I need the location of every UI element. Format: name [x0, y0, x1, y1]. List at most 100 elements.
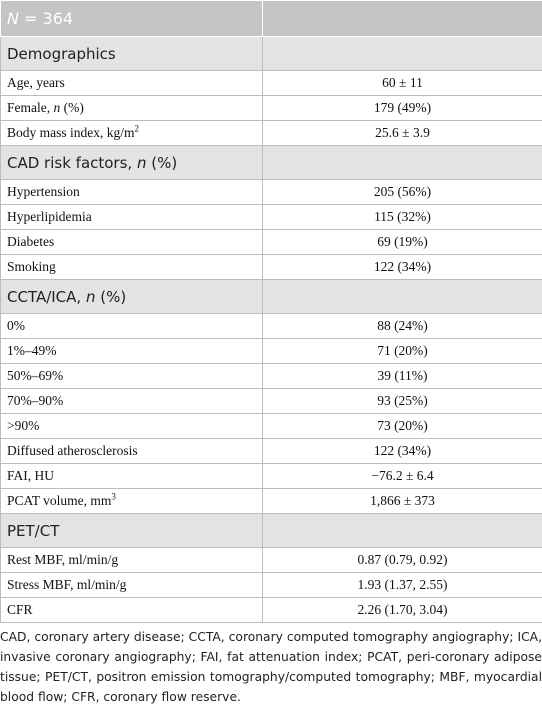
row-value: 205 (56%)	[262, 179, 542, 205]
text-segment: >90%	[7, 418, 40, 433]
text-segment: PCAT volume, mm	[7, 493, 112, 508]
row-value: 115 (32%)	[262, 204, 542, 230]
row-label: Hyperlipidemia	[0, 204, 263, 230]
data-row: 1%–49% 71 (20%)	[0, 338, 542, 364]
text-segment: CFR	[7, 602, 33, 617]
row-label: Stress MBF, ml/min/g	[0, 572, 263, 598]
section-cell	[262, 279, 542, 314]
data-row: Stress MBF, ml/min/g 1.93 (1.37, 2.55)	[0, 572, 542, 598]
data-row: Hyperlipidemia 115 (32%)	[0, 204, 542, 230]
text-segment: Age, years	[7, 75, 65, 90]
row-value: 71 (20%)	[262, 338, 542, 364]
data-row: >90% 73 (20%)	[0, 413, 542, 439]
text-segment: Body mass index, kg/m	[7, 125, 135, 140]
row-value: −76.2 ± 6.4	[262, 463, 542, 489]
data-row: Diabetes 69 (19%)	[0, 229, 542, 255]
text-segment: n	[136, 153, 147, 172]
text-segment: Hyperlipidemia	[7, 209, 92, 224]
text-segment: FAI, HU	[7, 468, 54, 483]
text-segment: Hypertension	[7, 184, 80, 199]
row-label: 1%–49%	[0, 338, 263, 364]
row-value: 60 ± 11	[262, 70, 542, 96]
row-value: 122 (34%)	[262, 254, 542, 280]
row-value: 1.93 (1.37, 2.55)	[262, 572, 542, 598]
row-value: 73 (20%)	[262, 413, 542, 439]
text-segment: (%)	[95, 287, 127, 306]
text-segment: Female,	[7, 100, 54, 115]
data-row: 70%–90% 93 (25%)	[0, 388, 542, 414]
row-label: 70%–90%	[0, 388, 263, 414]
row-label: Diffused atherosclerosis	[0, 438, 263, 464]
row-value: 39 (11%)	[262, 363, 542, 389]
row-label: PCAT volume, mm3	[0, 488, 263, 514]
row-label: Smoking	[0, 254, 263, 280]
data-row: Female, n (%) 179 (49%)	[0, 95, 542, 121]
text-segment: Rest MBF, ml/min/g	[7, 552, 119, 567]
text-segment: Smoking	[7, 259, 56, 274]
data-row: CFR 2.26 (1.70, 3.04)	[0, 597, 542, 623]
row-value: 179 (49%)	[262, 95, 542, 121]
row-label: Rest MBF, ml/min/g	[0, 547, 263, 573]
row-value: 93 (25%)	[262, 388, 542, 414]
data-row: Age, years 60 ± 11	[0, 70, 542, 96]
row-label: Diabetes	[0, 229, 263, 255]
text-segment: N	[7, 9, 19, 28]
row-value: 69 (19%)	[262, 229, 542, 255]
text-segment: Demographics	[7, 44, 116, 63]
text-segment: Stress MBF, ml/min/g	[7, 577, 127, 592]
superscript: 3	[111, 491, 116, 502]
row-label: Age, years	[0, 70, 263, 96]
section-row: CAD risk factors, n (%)	[0, 145, 542, 180]
row-label: Female, n (%)	[0, 95, 263, 121]
section-cell	[262, 513, 542, 548]
section-row: PET/CT	[0, 513, 542, 548]
text-segment: (%)	[60, 100, 84, 115]
text-segment: 50%–69%	[7, 368, 64, 383]
row-label: Hypertension	[0, 179, 263, 205]
table-body: N = 364 Demographics Age, years 60 ± 11 Fema…	[0, 0, 542, 623]
data-row: 0% 88 (24%)	[0, 313, 542, 339]
section-row: CCTA/ICA, n (%)	[0, 279, 542, 314]
data-row: PCAT volume, mm3 1,866 ± 373	[0, 488, 542, 514]
header-cell	[262, 0, 542, 37]
data-row: Diffused atherosclerosis 122 (34%)	[0, 438, 542, 464]
superscript: 2	[134, 123, 140, 134]
section-title: Demographics	[0, 36, 263, 71]
text-segment: n	[85, 287, 96, 306]
text-segment: PET/CT	[7, 521, 60, 540]
text-segment: (%)	[146, 153, 178, 172]
header-row: N = 364	[0, 0, 542, 37]
section-row: Demographics	[0, 36, 542, 71]
row-label: 0%	[0, 313, 263, 339]
section-title: CAD risk factors, n (%)	[0, 145, 263, 180]
text-segment: Diabetes	[7, 234, 55, 249]
row-label: 50%–69%	[0, 363, 263, 389]
text-segment: Diffused atherosclerosis	[7, 443, 138, 458]
table: N = 364 Demographics Age, years 60 ± 11 Fema…	[0, 0, 542, 623]
text-segment: CCTA/ICA,	[7, 287, 86, 306]
text-segment: = 364	[18, 9, 74, 28]
section-title: PET/CT	[0, 513, 263, 548]
text-segment: CAD risk factors,	[7, 153, 137, 172]
footnote: CAD, coronary artery disease; CCTA, coro…	[0, 630, 542, 704]
text-segment: 70%–90%	[7, 393, 64, 408]
row-label: Body mass index, kg/m2	[0, 120, 263, 146]
section-cell	[262, 145, 542, 180]
row-value: 1,866 ± 373	[262, 488, 542, 514]
text-segment: 0%	[7, 318, 25, 333]
header-cell: N = 364	[0, 0, 263, 37]
section-cell	[262, 36, 542, 71]
data-row: Body mass index, kg/m2 25.6 ± 3.9	[0, 120, 542, 146]
data-row: 50%–69% 39 (11%)	[0, 363, 542, 389]
row-value: 2.26 (1.70, 3.04)	[262, 597, 542, 623]
section-title: CCTA/ICA, n (%)	[0, 279, 263, 314]
row-value: 122 (34%)	[262, 438, 542, 464]
row-label: CFR	[0, 597, 263, 623]
data-row: Rest MBF, ml/min/g 0.87 (0.79, 0.92)	[0, 547, 542, 573]
row-label: >90%	[0, 413, 263, 439]
data-row: Smoking 122 (34%)	[0, 254, 542, 280]
row-value: 0.87 (0.79, 0.92)	[262, 547, 542, 573]
row-value: 25.6 ± 3.9	[262, 120, 542, 146]
text-segment: 1%–49%	[7, 343, 57, 358]
